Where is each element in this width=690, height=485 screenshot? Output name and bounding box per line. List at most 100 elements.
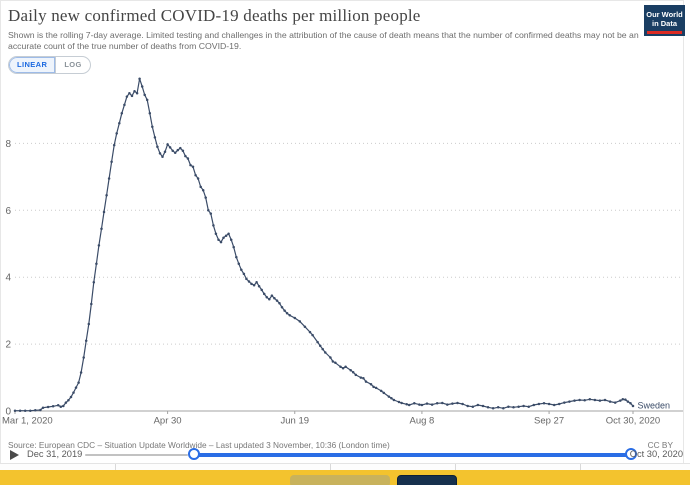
data-point xyxy=(186,157,190,160)
data-point xyxy=(522,404,525,408)
data-point xyxy=(168,146,172,149)
data-point xyxy=(18,409,22,412)
data-point xyxy=(232,245,235,249)
data-point xyxy=(359,376,363,379)
data-point xyxy=(59,405,63,408)
data-point xyxy=(280,306,284,309)
data-point xyxy=(329,356,332,359)
timeline-start-handle[interactable] xyxy=(188,448,200,460)
data-point xyxy=(629,402,632,405)
data-point xyxy=(29,409,32,412)
page-subtitle: Shown is the rolling 7-day average. Limi… xyxy=(8,30,639,52)
data-point xyxy=(308,330,312,334)
data-point xyxy=(481,404,485,408)
data-point xyxy=(173,151,177,155)
log-scale-button[interactable]: LOG xyxy=(64,60,82,69)
data-point xyxy=(351,370,355,374)
data-point xyxy=(547,402,551,406)
data-point xyxy=(87,322,91,326)
cut-off-table-strip xyxy=(0,463,690,471)
data-point xyxy=(288,314,291,317)
x-tick-label: Apr 30 xyxy=(154,416,182,427)
y-tick-label-0: 0 xyxy=(5,407,11,418)
play-button[interactable] xyxy=(10,450,19,460)
y-tick-label-2: 2 xyxy=(5,340,11,351)
data-point xyxy=(260,288,263,292)
owid-logo-line1: Our World xyxy=(646,10,683,19)
data-point xyxy=(219,240,223,244)
timeline-track-selected[interactable] xyxy=(194,453,630,457)
data-point xyxy=(413,402,416,405)
data-point xyxy=(123,103,126,107)
data-point xyxy=(163,150,167,154)
data-point xyxy=(517,405,520,408)
data-point xyxy=(171,149,174,153)
data-point xyxy=(537,402,541,406)
timeline-end-label: Oct 30, 2020 xyxy=(629,449,683,459)
data-point xyxy=(214,232,218,235)
data-point xyxy=(420,403,424,407)
data-point xyxy=(387,395,391,398)
data-point xyxy=(275,299,279,302)
data-point xyxy=(217,238,220,241)
chart-plot-area[interactable]: 0 2 4 6 8 Mar 1, 2020 Apr 30 Jun 19 Aug 8 Sep 27 O… xyxy=(0,0,690,462)
data-point xyxy=(339,365,342,369)
data-point xyxy=(285,312,289,315)
page-title: Daily new confirmed COVID-19 deaths per … xyxy=(8,6,421,25)
data-point xyxy=(252,283,256,287)
data-point xyxy=(461,402,464,406)
data-point xyxy=(204,196,207,199)
data-point xyxy=(372,385,375,389)
data-point xyxy=(425,402,429,405)
data-point xyxy=(184,154,187,158)
data-point xyxy=(324,351,327,354)
data-point xyxy=(265,296,269,299)
data-point xyxy=(227,232,230,235)
data-point xyxy=(153,136,157,139)
data-point xyxy=(224,234,228,237)
data-point xyxy=(552,403,556,407)
data-point xyxy=(102,210,106,214)
data-point xyxy=(161,155,164,159)
data-point xyxy=(90,302,93,306)
license-link[interactable]: CC BY xyxy=(647,440,673,450)
timeline-track-unselected[interactable] xyxy=(85,454,188,456)
data-point xyxy=(496,406,500,409)
footer-row: Source: European CDC – Situation Update … xyxy=(8,440,680,450)
timeline-end-handle[interactable] xyxy=(625,448,637,460)
y-tick-label-6: 6 xyxy=(5,206,11,217)
owid-logo[interactable]: Our World in Data xyxy=(644,5,685,36)
source-text: Source: European CDC – Situation Update … xyxy=(8,440,390,450)
data-point xyxy=(390,397,393,400)
linear-scale-button[interactable]: LINEAR xyxy=(9,57,57,73)
data-point xyxy=(120,112,124,115)
data-point xyxy=(100,227,103,230)
data-point xyxy=(189,163,192,167)
data-point xyxy=(181,149,185,153)
data-point xyxy=(507,405,510,408)
data-point xyxy=(283,309,286,312)
data-point xyxy=(92,280,96,284)
data-point xyxy=(257,284,261,288)
data-point xyxy=(179,146,182,150)
data-point xyxy=(435,402,439,405)
data-point xyxy=(621,398,625,401)
cookie-accept-button[interactable] xyxy=(397,475,457,485)
data-point xyxy=(67,399,70,402)
data-point xyxy=(298,320,302,323)
data-point xyxy=(608,400,612,403)
data-point xyxy=(418,403,421,406)
data-point xyxy=(51,405,55,408)
cookie-secondary-button[interactable] xyxy=(290,475,390,485)
data-point xyxy=(194,173,197,177)
data-point xyxy=(39,408,42,412)
line-chart-svg: 0 2 4 6 8 Mar 1, 2020 Apr 30 Jun 19 Aug 8 Sep 27 O… xyxy=(2,77,683,427)
y-tick-label-4: 4 xyxy=(5,273,11,284)
data-point xyxy=(222,236,225,239)
data-point xyxy=(405,403,408,406)
data-point xyxy=(441,401,444,405)
data-point xyxy=(82,356,85,359)
data-point xyxy=(140,85,144,88)
chart-frame xyxy=(0,0,684,463)
data-point xyxy=(268,298,271,301)
